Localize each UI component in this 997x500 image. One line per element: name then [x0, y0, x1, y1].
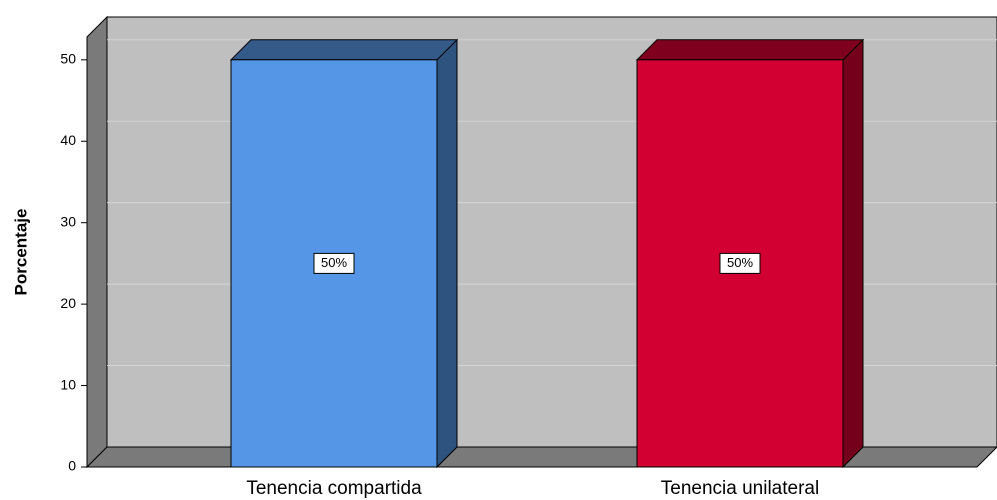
bar-side [842, 38, 864, 469]
left-wall [86, 15, 108, 469]
y-tick-label: 50 [60, 51, 76, 67]
bar [635, 38, 865, 469]
bar-top [229, 39, 459, 61]
value-label: 50% [727, 255, 753, 270]
y-tick-label: 40 [60, 132, 76, 148]
bar [229, 38, 459, 469]
x-tick-label: Tenencia unilateral [661, 478, 819, 499]
bar-top [635, 39, 865, 61]
y-tick-label: 0 [68, 458, 76, 474]
y-axis-label: Porcentaje [11, 209, 30, 296]
value-label-box [313, 252, 355, 274]
value-label-box [719, 252, 761, 274]
y-tick-label: 20 [60, 295, 76, 311]
bar-side [436, 38, 458, 469]
value-label: 50% [321, 255, 347, 270]
y-tick-label: 30 [60, 213, 76, 229]
x-tick-label: Tenencia compartida [246, 478, 422, 499]
y-tick-label: 10 [60, 376, 76, 392]
